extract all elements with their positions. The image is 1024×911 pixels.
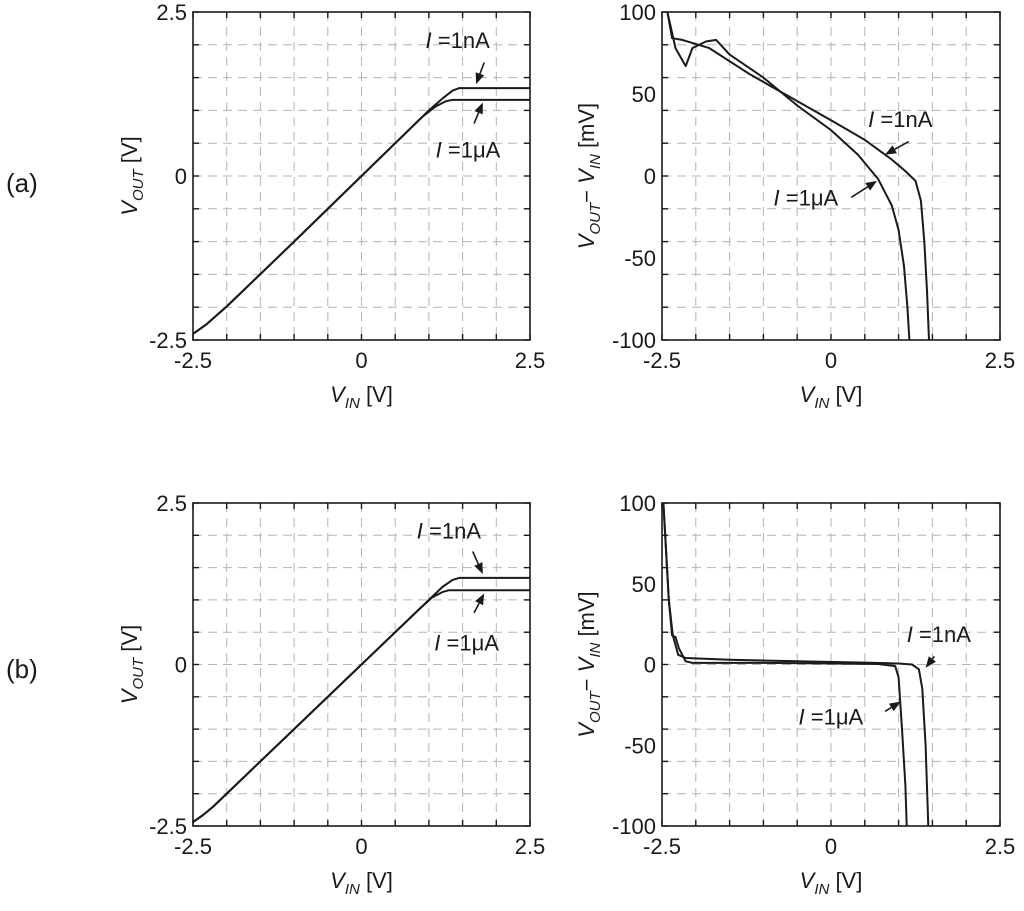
chart-a-right: -2.5 0 2.5 -100 -50 0 50 100 VIN [V] VOUT− VIN [m… [574,0,1015,412]
chart-b-right: -2.5 0 2.5 -100 -50 0 50 100 VIN [V] VOUT− VIN [m… [574,491,1015,898]
series-line-1nA [193,576,530,824]
x-tick-label: 0 [825,348,837,373]
annotation-label: I =1nA [907,622,972,647]
annotation-arrow-shaft [473,112,480,124]
y-axis-label: VOUT [V] [117,136,147,215]
annotation-arrow-head [475,593,485,606]
x-tick-label: -2.5 [643,834,681,859]
y-tick-label: 2.5 [156,491,187,516]
y-tick-label: -2.5 [149,814,187,839]
chart-a-left: -2.5 0 2.5 -2.5 0 2.5 VIN [V] VOUT [V] I =1nA I =… [117,0,545,412]
annotation-arrow-shaft [884,706,892,713]
y-axis-label: VOUT− VIN [mV] [574,103,604,249]
annotation-arrow-shaft [850,186,869,198]
x-tick-label: 2.5 [985,348,1016,373]
y-tick-label: -2.5 [149,328,187,353]
row-label-b: (b) [6,654,38,684]
x-tick-label: 0 [355,834,367,859]
x-axis-label: VIN [V] [800,382,863,412]
series-line-1uA [662,503,908,826]
row-label-a: (a) [6,168,38,198]
x-tick-label: -2.5 [174,834,212,859]
annotation-arrow-shaft [473,602,480,614]
annotation-label: I =1μA [436,138,501,163]
y-tick-label: 100 [619,0,656,25]
annotation-label: I =1μA [799,704,864,729]
x-tick-label: 2.5 [515,834,546,859]
y-tick-label: 50 [632,572,656,597]
plot-frame [192,502,531,827]
x-tick-label: -2.5 [643,348,681,373]
annotation-arrow-head [885,145,897,155]
x-axis-label: VIN [V] [800,868,863,898]
plot-frame [661,11,1001,341]
series-line-1nA [193,87,530,336]
x-tick-label: 2.5 [515,348,546,373]
annotation-label: I =1μA [774,186,839,211]
y-tick-label: 0 [175,164,187,189]
y-axis-label: VOUT− VIN [mV] [574,591,604,737]
annotation-arrow-head [474,102,483,115]
annotation-label: I =1nA [417,519,482,544]
y-tick-label: 0 [644,653,656,678]
x-tick-label: 0 [825,834,837,859]
y-tick-label: -50 [624,733,656,758]
y-tick-label: 0 [644,164,656,189]
x-tick-label: 2.5 [985,834,1016,859]
annotation-arrow-head [474,562,483,575]
annotation-arrow-head [475,72,485,85]
y-axis-label: VOUT [V] [117,625,147,704]
x-axis-label: VIN [V] [330,868,393,898]
x-axis-label: VIN [V] [330,382,393,412]
chart-b-left: -2.5 0 2.5 -2.5 0 2.5 VIN [V] VOUT [V] I =1nA I =… [117,491,545,898]
annotation-arrow-head [865,180,877,191]
annotation-label: I =1nA [868,107,933,132]
plot-frame [192,11,531,341]
x-tick-label: 0 [355,348,367,373]
plots-group: -2.5 0 2.5 -2.5 0 2.5 VIN [V] VOUT [V] I =1nA I =… [117,0,1015,898]
plot-frame [661,502,1001,827]
y-tick-label: 2.5 [156,0,187,25]
annotation-arrow-shaft [894,140,910,151]
series-line-1nA [666,12,930,340]
annotation-arrow-shaft [471,551,480,565]
y-tick-label: 50 [632,82,656,107]
series-line-1uA [193,589,530,824]
y-tick-label: 0 [175,653,187,678]
series-line-1uA [666,12,911,340]
x-tick-label: -2.5 [174,348,212,373]
annotation-arrow-head [925,656,936,668]
y-tick-label: -100 [612,328,656,353]
annotation-label: I =1μA [434,630,499,655]
y-tick-label: -100 [612,814,656,839]
y-tick-label: 100 [619,491,656,516]
series-line-1uA [193,98,530,336]
y-tick-label: -50 [624,246,656,271]
annotation-arrow-shaft [931,655,936,660]
annotation-label: I =1nA [426,28,491,53]
annotation-arrow-shaft [479,62,485,75]
annotation-arrow-head [888,701,901,712]
